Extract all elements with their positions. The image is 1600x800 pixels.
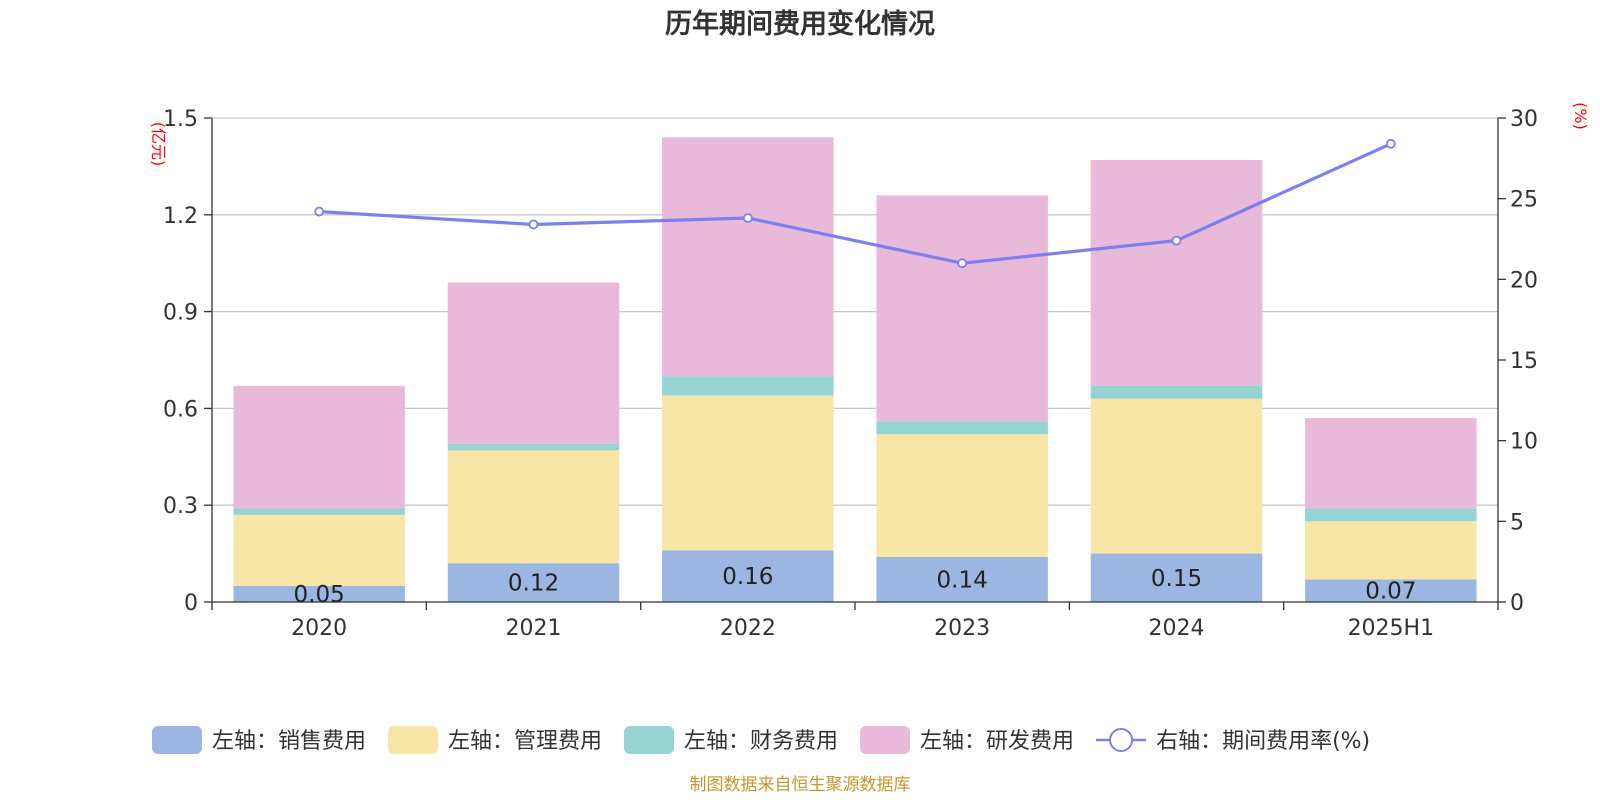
bar-value-label: 0.16 <box>722 564 773 590</box>
bar-segment <box>447 563 620 602</box>
legend-label: 左轴：销售费用 <box>212 729 366 754</box>
bar-segment <box>447 443 620 451</box>
right-axis-tick-label: 15 <box>1510 349 1538 374</box>
x-axis-tick-label: 2021 <box>506 616 562 641</box>
bar-segment <box>1305 521 1477 580</box>
rate-point <box>1385 138 1396 149</box>
bar-value-label: 0.12 <box>508 571 559 597</box>
bar-segment <box>1090 398 1263 554</box>
bar-segment <box>447 282 620 444</box>
line-series <box>314 138 1396 269</box>
legend-label: 右轴：期间费用率(%) <box>1156 729 1370 754</box>
right-axis-tick-label: 0 <box>1510 591 1524 616</box>
right-axis-tick-label: 10 <box>1510 430 1538 455</box>
left-axis-tick-label: 1.2 <box>163 204 198 229</box>
rate-point <box>314 206 325 217</box>
bar-segment <box>876 195 1048 422</box>
right-axis-tick-label: 20 <box>1510 268 1538 293</box>
left-axis-tick-label: 0.9 <box>163 301 198 326</box>
bar-segment <box>1090 385 1263 399</box>
bar-segment <box>662 550 834 602</box>
legend-label: 左轴：财务费用 <box>684 729 838 754</box>
legend-swatch <box>860 726 911 754</box>
x-axis-tick-label: 2022 <box>720 616 776 641</box>
x-axis-tick-label: 2025H1 <box>1348 616 1435 641</box>
bar-value-label: 0.14 <box>937 567 988 593</box>
left-axis-tick-label: 0 <box>184 591 198 616</box>
bar-segment <box>233 508 405 515</box>
bar-value-label: 0.07 <box>1365 579 1416 605</box>
legend: 左轴：销售费用 左轴：管理费用 左轴：财务费用 左轴：研发费用 右轴：期间费用率(%) <box>152 726 1370 754</box>
right-axis-tick-label: 30 <box>1510 107 1538 132</box>
gridlines <box>212 117 1498 506</box>
bar-segment <box>876 556 1048 602</box>
bar-series <box>233 137 1477 602</box>
bar-segment <box>876 421 1048 435</box>
rate-point <box>1171 235 1182 246</box>
legend-label: 左轴：管理费用 <box>448 729 602 754</box>
bar-segment <box>1090 159 1263 386</box>
bar-segment <box>1090 553 1263 602</box>
bar-segment <box>233 585 405 602</box>
rate-point <box>957 258 968 269</box>
legend-swatch <box>624 726 675 754</box>
legend-label: 左轴：研发费用 <box>920 729 1074 754</box>
left-axis-tick-label: 0.3 <box>163 494 198 519</box>
source-footer: 制图数据来自恒生聚源数据库 <box>690 775 911 795</box>
bar-segment <box>233 514 405 586</box>
x-axis-tick-label: 2024 <box>1149 616 1205 641</box>
bar-segment <box>233 385 405 509</box>
bar-segment <box>447 450 620 564</box>
bar-value-label: 0.05 <box>294 582 345 608</box>
rate-line <box>319 142 1392 265</box>
bar-segment <box>876 434 1048 557</box>
right-axis-tick-label: 5 <box>1510 510 1524 535</box>
legend-swatch <box>388 726 439 754</box>
data-labels: 0.05 0.12 0.16 0.14 0.15 0.07 <box>294 564 1417 608</box>
left-axis-unit: (亿元) <box>149 122 168 167</box>
x-axis-tick-label: 2020 <box>291 616 347 641</box>
legend-marker <box>1109 728 1134 752</box>
chart-title: 历年期间费用变化情况 <box>665 8 935 40</box>
bar-segment <box>1305 508 1477 522</box>
left-axis-tick-label: 1.5 <box>163 107 198 132</box>
bar-segment <box>1305 418 1477 509</box>
bar-value-label: 0.15 <box>1151 566 1202 592</box>
bar-segment <box>1305 579 1477 602</box>
bar-segment <box>662 137 834 377</box>
left-axis-tick-label: 0.6 <box>163 397 198 422</box>
rate-point <box>742 213 753 223</box>
legend-swatch <box>152 726 202 754</box>
bar-segment <box>662 376 834 396</box>
right-axis-unit: (%) <box>1571 102 1590 130</box>
right-axis-tick-label: 25 <box>1510 188 1538 213</box>
bar-segment <box>662 395 834 551</box>
rate-point <box>528 219 539 230</box>
axes: 0 0.3 0.6 0.9 1.2 1.5 0 5 10 15 20 25 30 2020 2021 2022… <box>163 107 1538 641</box>
x-axis-tick-label: 2023 <box>934 616 990 641</box>
